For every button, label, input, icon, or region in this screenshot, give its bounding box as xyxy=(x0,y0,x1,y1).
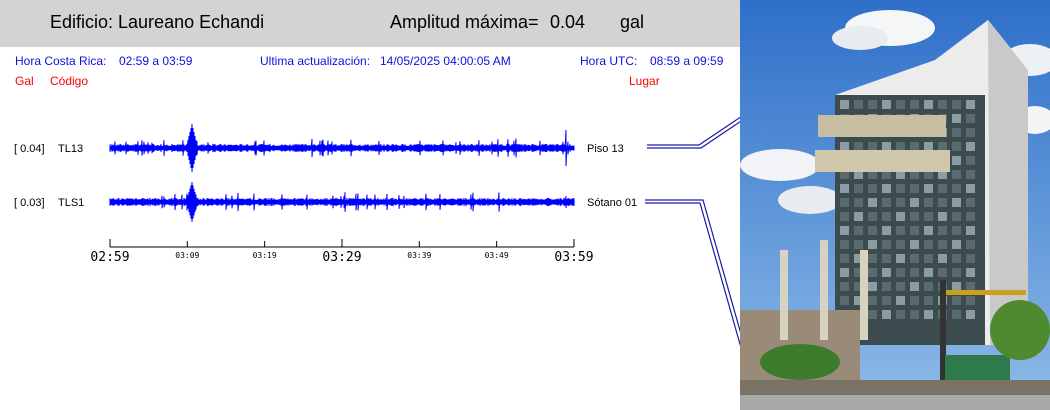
seismogram-chart: [ 0.04] TL13 Piso 13 [ 0.03] TLS1 Sótano 01 0… xyxy=(14,116,740,347)
local-time-label: Hora Costa Rica: xyxy=(15,54,107,68)
place-column-header: Lugar xyxy=(629,74,660,88)
axis-tick-label: 03:29 xyxy=(322,250,361,265)
connector-line xyxy=(647,121,740,149)
series-code: TL13 xyxy=(58,143,83,155)
connector-line xyxy=(647,116,740,146)
axis-tick-label: 03:09 xyxy=(175,251,199,260)
axis-tick-label: 03:59 xyxy=(554,250,593,265)
code-column-header: Código xyxy=(50,74,89,88)
connector-line xyxy=(645,199,740,333)
series-place: Sótano 01 xyxy=(587,197,637,209)
trace-row-tls1: [ 0.03] TLS1 Sótano 01 xyxy=(14,181,637,223)
waveform-trace xyxy=(109,123,575,173)
axis-tick-label: 02:59 xyxy=(90,250,129,265)
series-code: TLS1 xyxy=(58,197,84,209)
series-amplitude: [ 0.04] xyxy=(14,143,45,155)
utc-time-label: Hora UTC: xyxy=(580,54,638,68)
trace-row-tl13: [ 0.04] TL13 Piso 13 xyxy=(14,123,624,173)
last-update-value: 14/05/2025 04:00:05 AM xyxy=(380,54,511,68)
gal-column-header: Gal xyxy=(15,74,34,88)
axis-tick-label: 03:39 xyxy=(407,251,431,260)
connector-lines xyxy=(645,116,740,347)
connector-line xyxy=(645,202,740,347)
max-amplitude-value: 0.04 xyxy=(550,12,586,32)
max-amplitude-unit: gal xyxy=(620,12,645,32)
header-bar: Edificio: Laureano Echandi Amplitud máxi… xyxy=(0,0,740,47)
cloud-icon xyxy=(740,149,820,181)
time-axis: 02:59 03:09 03:19 03:29 03:39 03:49 03:59 xyxy=(90,239,594,265)
series-place: Piso 13 xyxy=(587,143,624,155)
series-amplitude: [ 0.03] xyxy=(14,197,45,209)
building-photo xyxy=(740,0,1050,410)
axis-tick-label: 03:19 xyxy=(253,251,277,260)
building-title: Edificio: Laureano Echandi xyxy=(50,12,265,32)
utc-time-range: 08:59 a 09:59 xyxy=(650,54,724,68)
last-update-label: Ultima actualización: xyxy=(260,54,371,68)
axis-tick-label: 03:49 xyxy=(485,251,509,260)
local-time-range: 02:59 a 03:59 xyxy=(119,54,193,68)
max-amplitude-label: Amplitud máxima= xyxy=(390,12,539,32)
waveform-trace xyxy=(109,181,575,223)
